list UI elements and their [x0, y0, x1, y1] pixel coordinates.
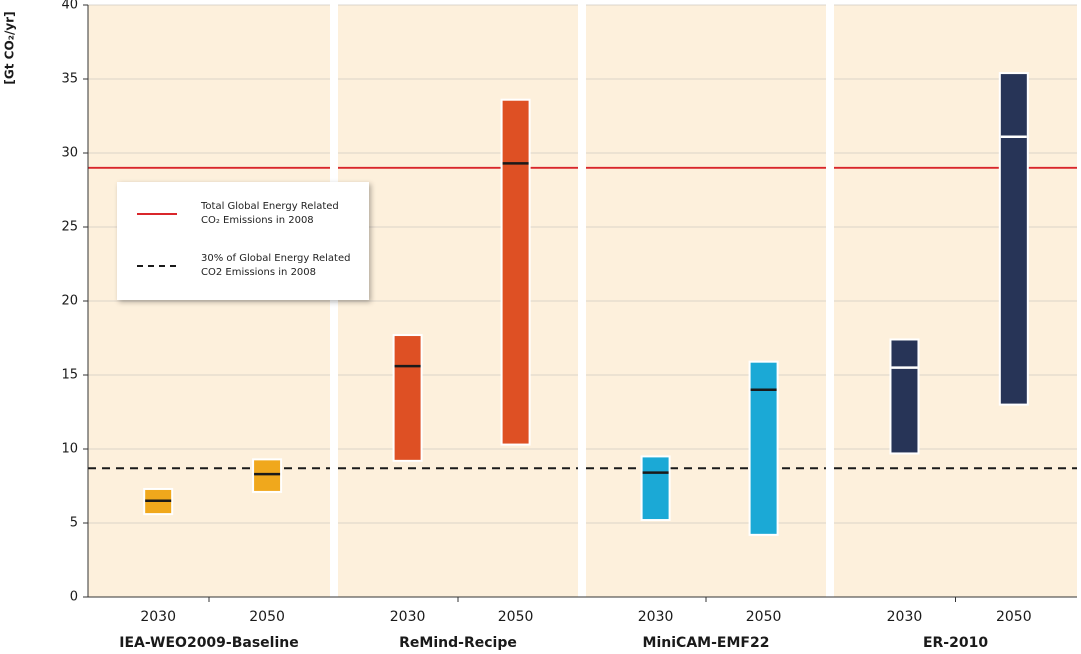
legend-swatch [137, 213, 177, 215]
x-tick-label: 2030 [140, 609, 176, 625]
range-box [500, 98, 531, 446]
x-tick-label: 2050 [746, 609, 782, 625]
x-tick-label: 2050 [996, 609, 1032, 625]
y-tick-label: 35 [61, 72, 78, 87]
x-tick-label: 2030 [638, 609, 674, 625]
legend-item: 30% of Global Energy Related CO2 Emissio… [137, 252, 351, 280]
x-tick-label: 2050 [498, 609, 534, 625]
range-box [640, 455, 671, 522]
x-tick-label: 2050 [249, 609, 285, 625]
panel-label: IEA-WEO2009-Baseline [119, 635, 298, 651]
range-box [392, 334, 423, 462]
range-box [889, 338, 920, 455]
legend-item: Total Global Energy Related CO₂ Emission… [137, 200, 351, 228]
y-tick-label: 25 [61, 220, 78, 235]
legend-label: Total Global Energy Related CO₂ Emission… [201, 201, 339, 226]
y-axis-label: [Gt CO₂/yr] [3, 11, 17, 84]
panel-label: MiniCAM-EMF22 [643, 635, 770, 651]
y-tick-label: 30 [61, 146, 78, 161]
y-tick-label: 15 [61, 368, 78, 383]
range-box [252, 458, 283, 493]
panel-label: ER-2010 [923, 635, 988, 651]
panel-label: ReMind-Recipe [399, 635, 517, 651]
y-tick-label: 5 [70, 516, 78, 531]
range-box [998, 72, 1029, 406]
range-box [748, 360, 779, 536]
x-tick-label: 2030 [887, 609, 923, 625]
y-tick-label: 40 [61, 0, 78, 13]
legend-swatch [137, 265, 177, 267]
x-tick-label: 2030 [390, 609, 426, 625]
y-tick-label: 0 [70, 590, 78, 605]
legend-label: 30% of Global Energy Related CO2 Emissio… [201, 253, 351, 278]
legend: Total Global Energy Related CO₂ Emission… [117, 182, 369, 300]
y-tick-label: 10 [61, 442, 78, 457]
y-tick-label: 20 [61, 294, 78, 309]
